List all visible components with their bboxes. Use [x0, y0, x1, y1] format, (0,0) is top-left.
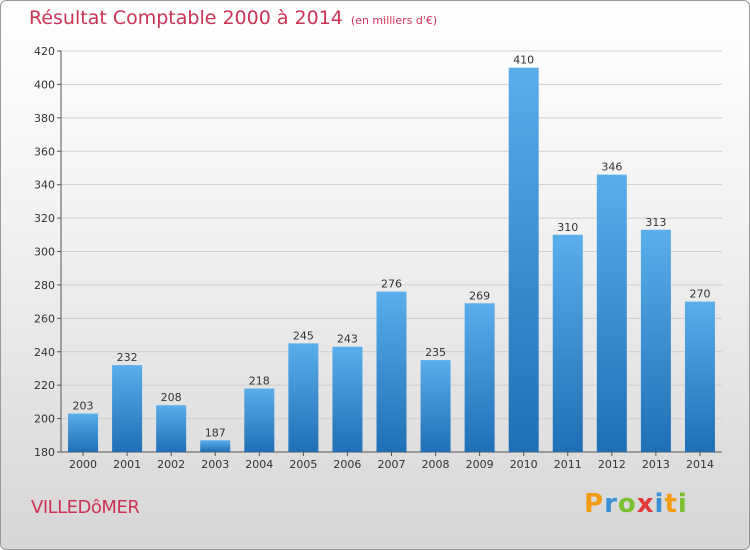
- chart-title-block: Résultat Comptable 2000 à 2014 (en millie…: [29, 7, 437, 29]
- bar-2004: [244, 388, 275, 452]
- y-tick-label: 240: [34, 346, 55, 359]
- data-labels: 203 232 208 187 218 245 243 276 235 269 410 310 346 3…: [73, 54, 711, 440]
- data-label: 410: [513, 54, 534, 67]
- y-tick-label: 400: [34, 78, 55, 91]
- y-tick-label: 340: [34, 179, 55, 192]
- x-tick-label: 2004: [245, 458, 273, 471]
- y-tick-label: 360: [34, 145, 55, 158]
- data-label: 245: [293, 329, 314, 342]
- y-tick-label: 420: [34, 45, 55, 58]
- x-tick-label: 2014: [686, 458, 714, 471]
- data-label: 187: [205, 426, 226, 439]
- bar-2009: [464, 303, 495, 452]
- x-tick-labels: 2000 2001 2002 2003 2004 2005 2006 2007 2008 2009…: [69, 458, 714, 471]
- bar-2002: [156, 405, 187, 452]
- x-tick-label: 2002: [157, 458, 185, 471]
- y-tick-label: 180: [34, 446, 55, 459]
- data-label: 208: [161, 391, 182, 404]
- logo-letter: o: [617, 489, 637, 519]
- chart-subtitle: (en milliers d'€): [350, 14, 438, 27]
- x-tick-label: 2000: [69, 458, 97, 471]
- y-tick-label: 320: [34, 212, 55, 225]
- x-tick-label: 2001: [113, 458, 141, 471]
- x-tick-label: 2010: [510, 458, 538, 471]
- data-label: 313: [645, 216, 666, 229]
- data-label: 270: [689, 288, 710, 301]
- bar-2011: [552, 234, 583, 452]
- data-label: 310: [557, 221, 578, 234]
- commune-name: VILLEDôMER: [31, 497, 140, 518]
- x-tick-label: 2008: [422, 458, 450, 471]
- data-label: 232: [117, 351, 138, 364]
- bars: [68, 67, 715, 452]
- bar-2000: [68, 413, 99, 452]
- data-label: 218: [249, 375, 270, 388]
- x-tick-label: 2003: [201, 458, 229, 471]
- y-tick-label: 220: [34, 379, 55, 392]
- data-label: 243: [337, 333, 358, 346]
- bar-2014: [684, 301, 715, 452]
- bar-2012: [596, 174, 627, 452]
- y-tick-label: 280: [34, 279, 55, 292]
- data-label: 276: [381, 278, 402, 291]
- data-label: 203: [73, 400, 94, 413]
- y-tick-label: 300: [34, 246, 55, 259]
- x-tick-label: 2009: [466, 458, 494, 471]
- x-tick-label: 2007: [378, 458, 406, 471]
- bar-2006: [332, 346, 363, 452]
- x-tick-label: 2011: [554, 458, 582, 471]
- logo-letter: x: [636, 489, 655, 519]
- bar-2005: [288, 343, 319, 452]
- x-tick-label: 2013: [642, 458, 670, 471]
- logo-letter: i: [677, 489, 688, 519]
- x-tick-label: 2012: [598, 458, 626, 471]
- y-tick-label: 200: [34, 413, 55, 426]
- chart-title: Résultat Comptable 2000 à 2014: [29, 7, 343, 29]
- proxiti-logo[interactable]: Proxiti: [584, 489, 688, 519]
- logo-letter: r: [604, 489, 618, 519]
- logo-letter: t: [664, 489, 678, 519]
- x-tick-label: 2006: [333, 458, 361, 471]
- logo-letter: P: [584, 489, 605, 519]
- y-tick-label: 380: [34, 112, 55, 125]
- y-tick-label: 260: [34, 312, 55, 325]
- data-label: 346: [601, 161, 622, 174]
- x-tick-label: 2005: [289, 458, 317, 471]
- bar-2001: [112, 365, 143, 452]
- logo-letter: i: [654, 489, 665, 519]
- y-tick-labels: 180 200 220 240 260 280 300 320 340 360 380 400 420: [34, 45, 55, 459]
- data-label: 235: [425, 346, 446, 359]
- bar-2007: [376, 291, 407, 452]
- bar-2003: [200, 440, 231, 452]
- bar-2013: [640, 229, 671, 452]
- data-label: 269: [469, 289, 490, 302]
- bar-2008: [420, 360, 451, 452]
- bar-2010: [508, 67, 539, 452]
